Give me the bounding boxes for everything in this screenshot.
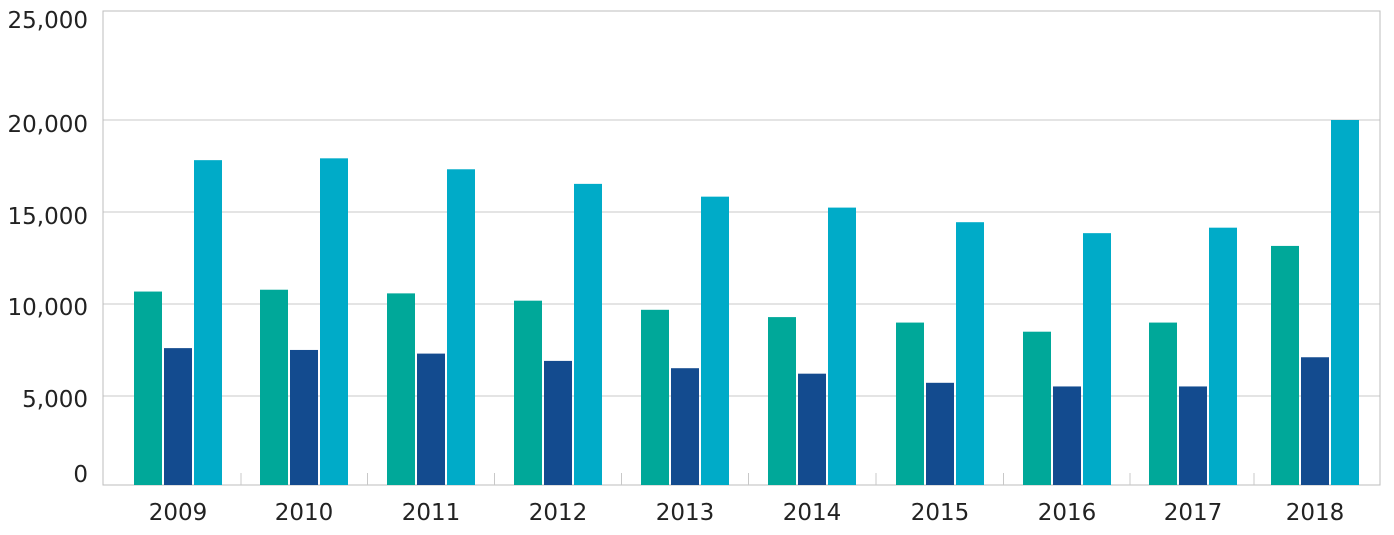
bar: [1331, 120, 1359, 485]
x-tick-label: 2010: [275, 500, 334, 526]
bar: [1301, 357, 1329, 485]
bar: [671, 368, 699, 485]
y-axis-tick-labels: 0 5,000 10,000 15,000 20,000 25,000: [8, 8, 88, 488]
plot-frame: [102, 10, 1381, 486]
bar: [320, 158, 348, 485]
y-tick-label: 15,000: [8, 204, 88, 230]
x-axis-tick-labels: 2009 2010 2011 2012 2013 2014 2015 2016 2017 2018: [149, 500, 1345, 526]
bar: [1053, 386, 1081, 485]
bar: [798, 373, 826, 485]
bar: [1083, 233, 1111, 485]
bar: [1179, 386, 1207, 485]
bar: [164, 348, 192, 485]
x-tick-label: 2018: [1286, 500, 1345, 526]
bar: [134, 291, 162, 485]
x-tick-label: 2015: [911, 500, 970, 526]
bar: [544, 360, 572, 485]
bar: [641, 309, 669, 485]
x-tick-label: 2012: [529, 500, 588, 526]
y-tick-label: 10,000: [8, 295, 88, 321]
bar: [828, 207, 856, 485]
bar: [290, 349, 318, 485]
bar: [194, 160, 222, 485]
y-tick-label: 0: [73, 462, 88, 488]
bar: [1149, 322, 1177, 485]
x-tick-label: 2014: [783, 500, 842, 526]
x-tick-label: 2009: [149, 500, 208, 526]
bar: [1209, 227, 1237, 486]
bar: [701, 196, 729, 485]
bar: [1023, 331, 1051, 485]
y-tick-label: 25,000: [8, 8, 88, 34]
bar: [768, 317, 796, 485]
bar: [1271, 245, 1299, 485]
bar: [574, 183, 602, 485]
bar: [260, 289, 288, 485]
bar: [514, 300, 542, 485]
x-tick-label: 2017: [1164, 500, 1223, 526]
y-tick-label: 20,000: [8, 112, 88, 138]
x-tick-label: 2016: [1038, 500, 1097, 526]
y-tick-label: 5,000: [22, 387, 88, 413]
bars: [134, 120, 1359, 486]
x-tick-label: 2013: [656, 500, 715, 526]
bar: [387, 293, 415, 485]
x-tick-label: 2011: [402, 500, 461, 526]
bar: [956, 222, 984, 485]
bar: [447, 169, 475, 485]
bar: [926, 382, 954, 485]
bar: [896, 322, 924, 485]
bar: [417, 353, 445, 485]
x-axis-tick-marks: [240, 473, 1255, 485]
